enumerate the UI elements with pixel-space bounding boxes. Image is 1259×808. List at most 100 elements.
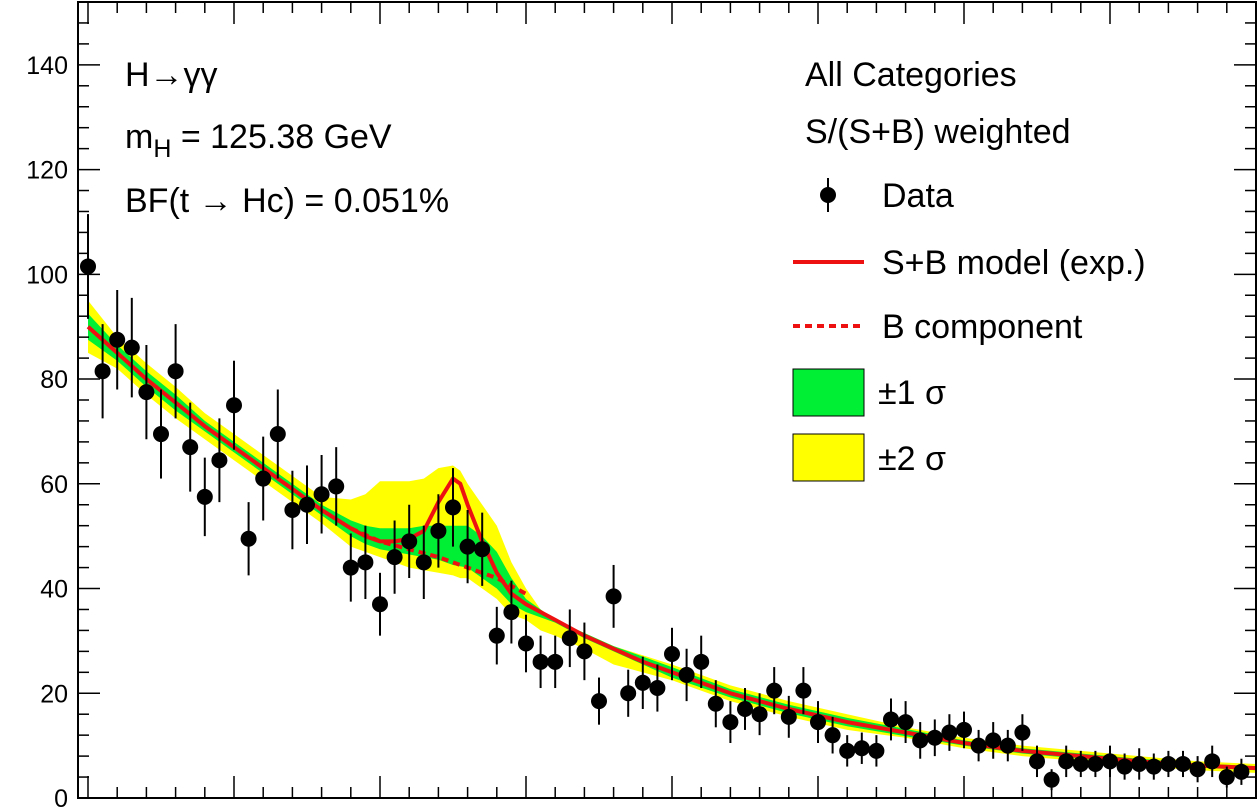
data-marker xyxy=(547,653,564,670)
data-marker xyxy=(138,384,155,401)
y-tick-label: 120 xyxy=(26,157,68,185)
legend: All Categories S/(S+B) weighted Data S+B… xyxy=(792,56,1146,482)
data-point xyxy=(313,454,330,534)
data-point xyxy=(897,701,914,744)
data-marker xyxy=(853,740,870,757)
data-point xyxy=(80,214,96,319)
data-point xyxy=(386,520,403,594)
data-point xyxy=(561,609,578,668)
data-marker xyxy=(868,742,885,759)
data-marker xyxy=(459,538,476,555)
y-tick-label: 20 xyxy=(40,680,68,708)
data-marker xyxy=(80,258,96,275)
data-marker xyxy=(1145,758,1162,775)
data-marker xyxy=(766,682,783,699)
data-marker xyxy=(182,439,199,456)
data-point xyxy=(1043,769,1060,791)
data-point xyxy=(795,667,812,715)
data-marker xyxy=(941,724,958,741)
data-point xyxy=(503,580,520,644)
y-tick-label: 100 xyxy=(26,261,68,289)
data-marker xyxy=(503,604,520,621)
data-point xyxy=(123,297,140,398)
uncertainty-bands xyxy=(88,300,1256,773)
data-point xyxy=(532,635,549,689)
data-point xyxy=(751,693,768,736)
data-marker xyxy=(634,674,651,691)
data-points xyxy=(80,214,1250,791)
branching-fraction-label: BF(t → Hc) = 0.051% xyxy=(125,182,449,220)
data-marker xyxy=(1233,763,1250,780)
data-point xyxy=(956,711,972,749)
data-point xyxy=(430,494,447,568)
data-point xyxy=(153,389,169,479)
data-point xyxy=(576,622,593,681)
data-marker xyxy=(167,363,184,380)
data-marker xyxy=(240,530,257,547)
data-point xyxy=(649,664,666,712)
data-marker xyxy=(912,732,929,749)
sb-model-curve xyxy=(86,325,1257,771)
data-point xyxy=(1058,745,1075,778)
data-point xyxy=(342,533,359,602)
legend-title-weighting: S/(S+B) weighted xyxy=(805,113,1071,151)
data-point xyxy=(1145,753,1162,780)
data-point xyxy=(664,627,680,681)
data-marker xyxy=(532,653,549,670)
data-marker xyxy=(970,737,987,754)
data-marker xyxy=(1204,753,1221,770)
mass-value: = 125.38 GeV xyxy=(171,118,392,156)
data-point xyxy=(488,606,505,665)
data-marker xyxy=(153,426,169,443)
data-marker xyxy=(649,680,666,697)
data-marker xyxy=(211,452,228,469)
legend-b-label: B component xyxy=(882,308,1083,346)
data-point xyxy=(138,345,155,440)
data-point xyxy=(926,719,943,757)
data-point xyxy=(401,504,418,579)
data-point xyxy=(620,669,637,717)
data-marker xyxy=(780,708,797,725)
band-1sigma xyxy=(88,313,1256,771)
data-point xyxy=(167,324,184,419)
data-point xyxy=(1233,758,1250,785)
data-point xyxy=(766,667,783,715)
data-point xyxy=(357,525,374,599)
data-point xyxy=(707,680,724,728)
data-point xyxy=(459,509,476,584)
data-marker xyxy=(1014,724,1031,741)
data-point xyxy=(415,525,432,599)
data-marker xyxy=(357,554,374,571)
data-marker xyxy=(430,522,447,539)
data-marker xyxy=(1218,769,1235,786)
data-marker xyxy=(620,685,637,702)
data-marker xyxy=(488,627,505,644)
data-point xyxy=(1131,748,1148,780)
data-marker xyxy=(1029,753,1045,770)
legend-data-label: Data xyxy=(882,177,954,215)
data-point xyxy=(1160,750,1177,778)
data-point xyxy=(196,457,213,537)
model-curves xyxy=(86,325,1257,771)
legend-data-marker xyxy=(820,187,836,203)
process-label: H→γγ xyxy=(125,56,218,94)
data-marker xyxy=(1043,771,1060,788)
data-marker xyxy=(299,496,315,513)
data-point xyxy=(328,447,345,526)
data-point xyxy=(824,716,841,754)
data-marker xyxy=(1102,753,1118,770)
y-tick-label: 80 xyxy=(40,366,68,394)
data-marker xyxy=(897,714,914,731)
y-tick-label: 140 xyxy=(26,52,68,80)
data-marker xyxy=(985,732,1002,749)
data-point xyxy=(211,418,228,503)
data-point xyxy=(109,290,126,390)
data-marker xyxy=(255,470,272,487)
y-tick-label: 60 xyxy=(40,471,68,499)
data-marker xyxy=(445,499,461,516)
data-point xyxy=(445,468,461,547)
data-point xyxy=(1175,750,1191,778)
data-point xyxy=(722,701,739,744)
data-marker xyxy=(576,643,593,660)
